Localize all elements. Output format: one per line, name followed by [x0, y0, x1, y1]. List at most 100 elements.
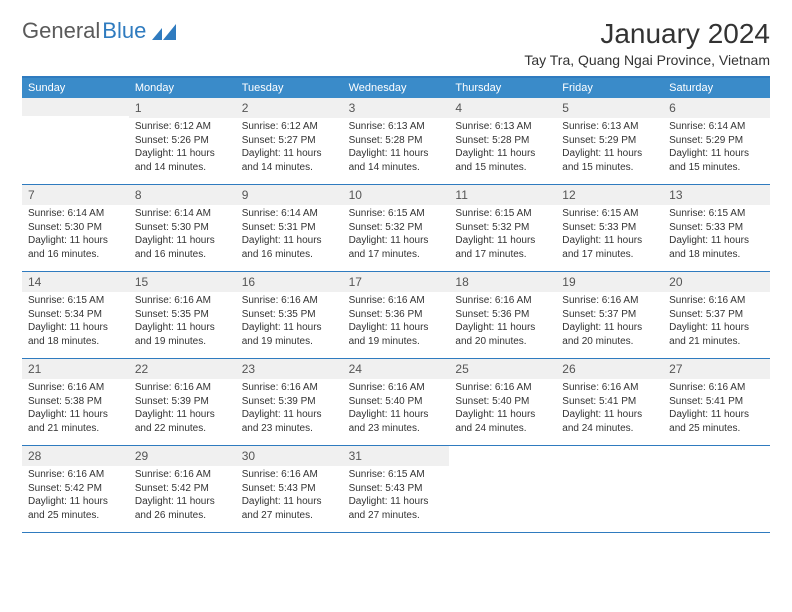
- sunrise-line: Sunrise: 6:16 AM: [669, 381, 764, 395]
- sunset-line: Sunset: 5:39 PM: [135, 395, 230, 409]
- day-cell: 25Sunrise: 6:16 AMSunset: 5:40 PMDayligh…: [449, 359, 556, 445]
- sunrise-line: Sunrise: 6:15 AM: [349, 468, 444, 482]
- day-number: 12: [556, 185, 663, 205]
- day-cell: 28Sunrise: 6:16 AMSunset: 5:42 PMDayligh…: [22, 446, 129, 532]
- day-number: 24: [343, 359, 450, 379]
- day-number: 7: [22, 185, 129, 205]
- sunrise-line: Sunrise: 6:16 AM: [242, 468, 337, 482]
- sunrise-line: Sunrise: 6:14 AM: [28, 207, 123, 221]
- day-cell: 4Sunrise: 6:13 AMSunset: 5:28 PMDaylight…: [449, 98, 556, 184]
- day-number: 13: [663, 185, 770, 205]
- sunrise-line: Sunrise: 6:15 AM: [562, 207, 657, 221]
- day-cell: 23Sunrise: 6:16 AMSunset: 5:39 PMDayligh…: [236, 359, 343, 445]
- sunrise-line: Sunrise: 6:14 AM: [242, 207, 337, 221]
- sunrise-line: Sunrise: 6:16 AM: [242, 381, 337, 395]
- sunset-line: Sunset: 5:37 PM: [669, 308, 764, 322]
- day-number: 31: [343, 446, 450, 466]
- sunset-line: Sunset: 5:27 PM: [242, 134, 337, 148]
- sunrise-line: Sunrise: 6:16 AM: [135, 468, 230, 482]
- day-number: 30: [236, 446, 343, 466]
- weekday-header: Monday: [129, 78, 236, 98]
- daylight-line: Daylight: 11 hours and 16 minutes.: [135, 234, 230, 261]
- daylight-line: Daylight: 11 hours and 19 minutes.: [349, 321, 444, 348]
- sunrise-line: Sunrise: 6:13 AM: [349, 120, 444, 134]
- day-cell: 6Sunrise: 6:14 AMSunset: 5:29 PMDaylight…: [663, 98, 770, 184]
- day-cell: 16Sunrise: 6:16 AMSunset: 5:35 PMDayligh…: [236, 272, 343, 358]
- sunset-line: Sunset: 5:38 PM: [28, 395, 123, 409]
- day-cell: 31Sunrise: 6:15 AMSunset: 5:43 PMDayligh…: [343, 446, 450, 532]
- day-cell: 15Sunrise: 6:16 AMSunset: 5:35 PMDayligh…: [129, 272, 236, 358]
- day-cell: 26Sunrise: 6:16 AMSunset: 5:41 PMDayligh…: [556, 359, 663, 445]
- weekday-header: Wednesday: [343, 78, 450, 98]
- day-cell: 10Sunrise: 6:15 AMSunset: 5:32 PMDayligh…: [343, 185, 450, 271]
- daylight-line: Daylight: 11 hours and 19 minutes.: [242, 321, 337, 348]
- sunrise-line: Sunrise: 6:13 AM: [455, 120, 550, 134]
- day-cell: 12Sunrise: 6:15 AMSunset: 5:33 PMDayligh…: [556, 185, 663, 271]
- day-cell: 18Sunrise: 6:16 AMSunset: 5:36 PMDayligh…: [449, 272, 556, 358]
- sunrise-line: Sunrise: 6:14 AM: [135, 207, 230, 221]
- day-cell: [22, 98, 129, 184]
- daylight-line: Daylight: 11 hours and 26 minutes.: [135, 495, 230, 522]
- daylight-line: Daylight: 11 hours and 14 minutes.: [242, 147, 337, 174]
- daylight-line: Daylight: 11 hours and 18 minutes.: [28, 321, 123, 348]
- sunset-line: Sunset: 5:39 PM: [242, 395, 337, 409]
- sunrise-line: Sunrise: 6:16 AM: [455, 381, 550, 395]
- logo-text-2: Blue: [102, 18, 146, 44]
- day-cell: 20Sunrise: 6:16 AMSunset: 5:37 PMDayligh…: [663, 272, 770, 358]
- daylight-line: Daylight: 11 hours and 19 minutes.: [135, 321, 230, 348]
- day-cell: 17Sunrise: 6:16 AMSunset: 5:36 PMDayligh…: [343, 272, 450, 358]
- day-cell: 5Sunrise: 6:13 AMSunset: 5:29 PMDaylight…: [556, 98, 663, 184]
- logo: GeneralBlue: [22, 18, 178, 44]
- weekday-header: Thursday: [449, 78, 556, 98]
- day-cell: [556, 446, 663, 532]
- sunset-line: Sunset: 5:26 PM: [135, 134, 230, 148]
- weekday-header: Saturday: [663, 78, 770, 98]
- day-cell: 7Sunrise: 6:14 AMSunset: 5:30 PMDaylight…: [22, 185, 129, 271]
- daylight-line: Daylight: 11 hours and 24 minutes.: [562, 408, 657, 435]
- day-number: 28: [22, 446, 129, 466]
- sunrise-line: Sunrise: 6:16 AM: [242, 294, 337, 308]
- daylight-line: Daylight: 11 hours and 21 minutes.: [28, 408, 123, 435]
- daylight-line: Daylight: 11 hours and 14 minutes.: [135, 147, 230, 174]
- day-cell: 8Sunrise: 6:14 AMSunset: 5:30 PMDaylight…: [129, 185, 236, 271]
- day-number: 10: [343, 185, 450, 205]
- weekday-row: SundayMondayTuesdayWednesdayThursdayFrid…: [22, 78, 770, 98]
- sunset-line: Sunset: 5:30 PM: [28, 221, 123, 235]
- month-title: January 2024: [524, 18, 770, 50]
- daylight-line: Daylight: 11 hours and 25 minutes.: [669, 408, 764, 435]
- daylight-line: Daylight: 11 hours and 17 minutes.: [455, 234, 550, 261]
- logo-icon: [152, 22, 178, 40]
- title-block: January 2024 Tay Tra, Quang Ngai Provinc…: [524, 18, 770, 68]
- sunset-line: Sunset: 5:29 PM: [562, 134, 657, 148]
- day-number: 5: [556, 98, 663, 118]
- daylight-line: Daylight: 11 hours and 22 minutes.: [135, 408, 230, 435]
- sunset-line: Sunset: 5:31 PM: [242, 221, 337, 235]
- daylight-line: Daylight: 11 hours and 15 minutes.: [562, 147, 657, 174]
- sunrise-line: Sunrise: 6:15 AM: [349, 207, 444, 221]
- day-cell: 22Sunrise: 6:16 AMSunset: 5:39 PMDayligh…: [129, 359, 236, 445]
- sunrise-line: Sunrise: 6:16 AM: [349, 294, 444, 308]
- day-number: 23: [236, 359, 343, 379]
- daylight-line: Daylight: 11 hours and 16 minutes.: [242, 234, 337, 261]
- day-cell: 2Sunrise: 6:12 AMSunset: 5:27 PMDaylight…: [236, 98, 343, 184]
- sunrise-line: Sunrise: 6:16 AM: [562, 381, 657, 395]
- sunset-line: Sunset: 5:41 PM: [669, 395, 764, 409]
- day-cell: 19Sunrise: 6:16 AMSunset: 5:37 PMDayligh…: [556, 272, 663, 358]
- sunrise-line: Sunrise: 6:16 AM: [669, 294, 764, 308]
- day-number: 6: [663, 98, 770, 118]
- sunrise-line: Sunrise: 6:15 AM: [28, 294, 123, 308]
- location: Tay Tra, Quang Ngai Province, Vietnam: [524, 52, 770, 68]
- sunset-line: Sunset: 5:41 PM: [562, 395, 657, 409]
- day-cell: 30Sunrise: 6:16 AMSunset: 5:43 PMDayligh…: [236, 446, 343, 532]
- sunrise-line: Sunrise: 6:15 AM: [669, 207, 764, 221]
- sunset-line: Sunset: 5:32 PM: [455, 221, 550, 235]
- sunset-line: Sunset: 5:35 PM: [242, 308, 337, 322]
- day-cell: 3Sunrise: 6:13 AMSunset: 5:28 PMDaylight…: [343, 98, 450, 184]
- day-cell: 1Sunrise: 6:12 AMSunset: 5:26 PMDaylight…: [129, 98, 236, 184]
- calendar: SundayMondayTuesdayWednesdayThursdayFrid…: [22, 76, 770, 533]
- daylight-line: Daylight: 11 hours and 27 minutes.: [349, 495, 444, 522]
- day-cell: 9Sunrise: 6:14 AMSunset: 5:31 PMDaylight…: [236, 185, 343, 271]
- daylight-line: Daylight: 11 hours and 18 minutes.: [669, 234, 764, 261]
- daylight-line: Daylight: 11 hours and 20 minutes.: [455, 321, 550, 348]
- weekday-header: Friday: [556, 78, 663, 98]
